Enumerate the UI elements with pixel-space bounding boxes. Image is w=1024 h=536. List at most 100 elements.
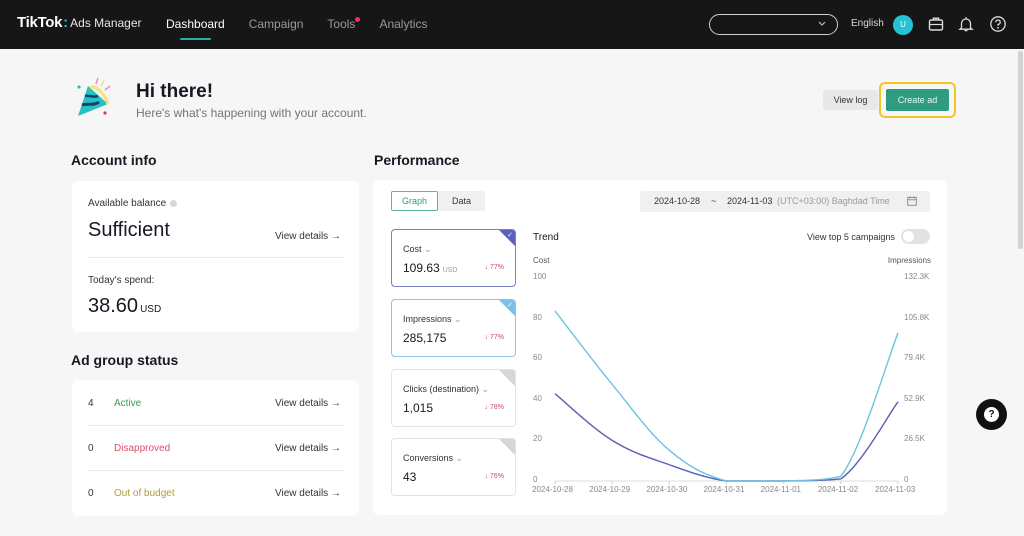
party-popper-icon — [77, 77, 111, 116]
y-tick-label: 20 — [533, 434, 542, 444]
selected-corner — [499, 230, 515, 246]
spend-amount: 38.60 — [88, 295, 139, 317]
out-of-budget-view-details-link[interactable]: View details → — [275, 488, 341, 499]
question-icon: ? — [984, 407, 999, 422]
ad-group-status-card: 4 Active View details → 0 Disapproved Vi… — [72, 380, 359, 516]
briefcase-icon[interactable] — [927, 15, 945, 33]
top5-campaigns-label: View top 5 campaigns — [807, 232, 895, 242]
unselected-corner — [499, 370, 515, 386]
divider — [88, 470, 344, 471]
metric-delta: ↓ 77% — [484, 334, 504, 341]
spend-unit: USD — [140, 304, 162, 315]
performance-title: Performance — [374, 152, 460, 168]
chevron-down-icon[interactable]: ⌄ — [455, 453, 464, 463]
x-tick-label: 2024-11-01 — [760, 485, 801, 494]
view-mode-toggle: Graph Data — [391, 191, 485, 211]
metric-delta: ↓ 77% — [484, 264, 504, 271]
account-selector[interactable] — [709, 14, 838, 35]
view-log-button[interactable]: View log — [823, 90, 878, 110]
nav-analytics[interactable]: Analytics — [379, 17, 428, 31]
date-start: 2024-10-28 — [654, 196, 701, 206]
left-axis-title: Cost — [533, 256, 550, 265]
metric-label-text: Conversions — [403, 453, 454, 463]
metric-label: Clicks (destination) ⌄ — [403, 384, 489, 395]
nav-campaign[interactable]: Campaign — [248, 17, 304, 31]
active-view-details-link[interactable]: View details → — [275, 398, 341, 409]
top5-campaigns-toggle[interactable] — [901, 229, 930, 244]
x-tick-label: 2024-11-03 — [875, 485, 916, 494]
y-tick-label: 80 — [533, 312, 542, 322]
ad-group-status-title: Ad group status — [71, 352, 179, 368]
tab-graph[interactable]: Graph — [391, 191, 438, 211]
check-icon: ✓ — [507, 232, 513, 239]
out-of-budget-status-label: Out of budget — [114, 488, 175, 499]
active-count: 4 — [88, 398, 94, 409]
calendar-icon — [907, 196, 917, 206]
available-balance-text: Available balance — [88, 198, 167, 209]
y2-tick-label: 52.9K — [904, 393, 925, 403]
metric-value: 285,175 — [403, 331, 447, 345]
brand-logo[interactable]: TikTok: Ads Manager — [17, 14, 142, 31]
user-avatar[interactable]: U — [893, 15, 913, 35]
y-tick-label: 0 — [533, 475, 538, 484]
create-ad-button[interactable]: Create ad — [886, 89, 949, 111]
chevron-down-icon[interactable]: ⌄ — [481, 384, 490, 394]
page-scrollbar[interactable] — [1018, 51, 1023, 249]
disapproved-view-details-link[interactable]: View details → — [275, 443, 341, 454]
bell-icon[interactable] — [957, 15, 975, 33]
nav-tools[interactable]: Tools — [327, 0, 361, 49]
metric-label-text: Impressions — [403, 314, 452, 324]
available-balance-label: Available balance — [88, 198, 178, 209]
y2-tick-label: 79.4K — [904, 353, 925, 363]
greeting-title: Hi there! — [136, 81, 214, 102]
divider — [88, 257, 344, 258]
account-info-card: Available balance Sufficient View detail… — [72, 181, 359, 332]
info-icon[interactable] — [170, 199, 178, 207]
metric-card-impressions[interactable]: ✓ Impressions ⌄ 285,175 ↓ 77% — [391, 299, 516, 357]
x-tick-label: 2024-10-29 — [589, 485, 631, 494]
metric-card-clicks[interactable]: Clicks (destination) ⌄ 1,015 ↓ 78% — [391, 369, 516, 427]
balance-view-details-link[interactable]: View details → — [275, 231, 341, 242]
metric-label-text: Clicks (destination) — [403, 384, 480, 394]
metric-card-conversions[interactable]: Conversions ⌄ 43 ↓ 76% — [391, 438, 516, 496]
metric-delta: ↓ 78% — [484, 404, 504, 411]
x-tick-label: 2024-11-02 — [817, 485, 859, 494]
metric-unit: USD — [442, 267, 458, 274]
chevron-down-icon[interactable]: ⌄ — [454, 314, 462, 324]
metric-label: Cost ⌄ — [403, 244, 432, 255]
language-switcher[interactable]: English — [851, 18, 884, 29]
chevron-down-icon — [818, 21, 826, 26]
divider — [88, 425, 344, 426]
nav-dashboard[interactable]: Dashboard — [166, 0, 225, 49]
active-status-label: Active — [114, 398, 142, 409]
y2-tick-label: 0 — [904, 475, 909, 484]
right-axis-title: Impressions — [887, 256, 931, 265]
x-tick-label: 2024-10-31 — [703, 485, 745, 494]
date-range-picker[interactable]: 2024-10-28 ~ 2024-11-03 (UTC+03:00) Bagh… — [640, 191, 930, 212]
metric-card-cost[interactable]: ✓ Cost ⌄ 109.63 USD ↓ 77% — [391, 229, 516, 287]
date-separator: ~ — [711, 196, 717, 206]
create-ad-highlight: Create ad — [879, 82, 956, 118]
disapproved-status-label: Disapproved — [114, 443, 171, 454]
trend-line-chart — [554, 310, 899, 484]
performance-card: Graph Data 2024-10-28 ~ 2024-11-03 (UTC+… — [373, 180, 947, 515]
metric-value: 43 — [403, 470, 417, 484]
help-floating-button[interactable]: ? — [976, 399, 1007, 430]
timezone-label: (UTC+03:00) Baghdad Time — [777, 196, 890, 206]
logo-separator: : — [63, 14, 69, 31]
nav-tools-label: Tools — [327, 17, 356, 31]
account-info-title: Account info — [71, 152, 157, 168]
disapproved-count: 0 — [88, 443, 94, 454]
x-tick-label: 2024-10-28 — [532, 485, 573, 494]
tab-data[interactable]: Data — [451, 196, 471, 206]
main-nav: Dashboard Campaign Tools Analytics — [166, 0, 451, 49]
toggle-knob — [903, 231, 914, 242]
metric-value-number: 109.63 — [403, 261, 440, 275]
trend-title: Trend — [533, 232, 559, 243]
metric-value: 109.63 USD — [403, 261, 457, 275]
out-of-budget-count: 0 — [88, 488, 94, 499]
help-icon[interactable] — [989, 15, 1007, 33]
chevron-down-icon[interactable]: ⌄ — [424, 244, 432, 254]
y2-tick-label: 132.3K — [904, 272, 930, 281]
x-tick-label: 2024-10-30 — [646, 485, 688, 494]
